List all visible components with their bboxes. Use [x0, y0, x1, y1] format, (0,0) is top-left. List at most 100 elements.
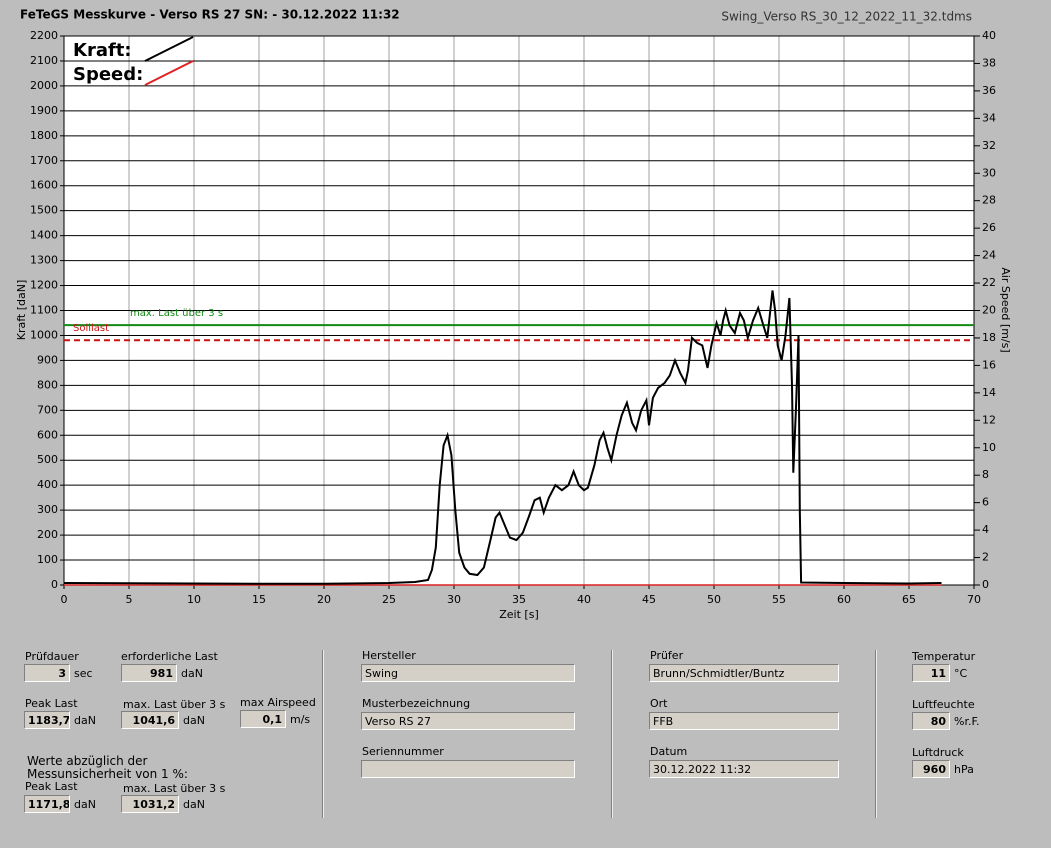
- y-tick-label: 2200: [30, 29, 58, 42]
- field-unit: sec: [74, 667, 93, 680]
- x-tick-label: 60: [837, 593, 851, 606]
- field-value: 3: [24, 664, 70, 682]
- y2-tick-label: 36: [982, 84, 996, 97]
- x-tick-label: 15: [252, 593, 266, 606]
- y-tick-label: 300: [37, 503, 58, 516]
- x-tick-label: 25: [382, 593, 396, 606]
- field-label: max. Last über 3 s: [123, 782, 226, 795]
- field-value: 30.12.2022 11:32: [649, 760, 839, 778]
- y-tick-label: 1600: [30, 179, 58, 192]
- field-value: 1171,8: [24, 795, 70, 813]
- x-tick-label: 45: [642, 593, 656, 606]
- field-label: Prüfer: [650, 649, 684, 662]
- y-tick-label: 400: [37, 478, 58, 491]
- field-label: Luftdruck: [912, 746, 964, 759]
- file-name: Swing_Verso RS_30_12_2022_11_32.tdms: [721, 10, 972, 24]
- field-value: 1183,7: [24, 711, 70, 729]
- y-tick-label: 1800: [30, 129, 58, 142]
- y2-tick-label: 10: [982, 441, 996, 454]
- y2-tick-label: 30: [982, 166, 996, 179]
- field-label: Musterbezeichnung: [362, 697, 471, 710]
- field-unit: daN: [74, 798, 96, 811]
- field-value: 1041,6: [121, 711, 179, 729]
- field-value: FFB: [649, 712, 839, 730]
- y2-tick-label: 2: [982, 551, 989, 564]
- field-label: Datum: [650, 745, 688, 758]
- y-tick-label: 800: [37, 378, 58, 391]
- chart: FeTeGS Messkurve - Verso RS 27 SN: - 30.…: [15, 8, 1012, 622]
- field-value: [361, 760, 575, 778]
- reference-label: max. Last über 3 s: [130, 308, 223, 319]
- field-value: Brunn/Schmidtler/Buntz: [649, 664, 839, 682]
- y-tick-label: 600: [37, 428, 58, 441]
- y2-tick-label: 12: [982, 413, 996, 426]
- y-tick-label: 2000: [30, 79, 58, 92]
- note: Messunsicherheit von 1 %:: [27, 767, 188, 781]
- field-label: max. Last über 3 s: [123, 698, 226, 711]
- field-label: erforderliche Last: [121, 650, 218, 663]
- x-tick-label: 50: [707, 593, 721, 606]
- x-tick-label: 20: [317, 593, 331, 606]
- y-tick-label: 1200: [30, 279, 58, 292]
- y-tick-label: 100: [37, 553, 58, 566]
- y2-tick-label: 16: [982, 358, 996, 371]
- legend-label: Speed:: [73, 64, 143, 85]
- data-line: [63, 290, 942, 585]
- field-value: 960: [912, 760, 950, 778]
- field-label: Prüfdauer: [25, 650, 79, 663]
- field-unit: daN: [183, 798, 205, 811]
- y-tick-label: 1300: [30, 254, 58, 267]
- y2-tick-label: 40: [982, 29, 996, 42]
- field-value: Swing: [361, 664, 575, 682]
- field-label: Luftfeuchte: [912, 698, 975, 711]
- y2-tick-label: 14: [982, 386, 996, 399]
- separator: [611, 650, 613, 818]
- field-value: Verso RS 27: [361, 712, 575, 730]
- field-label: Peak Last: [25, 697, 78, 710]
- x-axis-title: Zeit [s]: [499, 608, 538, 621]
- y2-tick-label: 28: [982, 194, 996, 207]
- y-tick-label: 1700: [30, 154, 58, 167]
- field-value: 981: [121, 664, 177, 682]
- y-tick-label: 0: [51, 578, 58, 591]
- y2-tick-label: 22: [982, 276, 996, 289]
- y2-tick-label: 18: [982, 331, 996, 344]
- note: Werte abzüglich der: [27, 754, 148, 768]
- field-value: 0,1: [240, 710, 286, 728]
- x-tick-label: 0: [61, 593, 68, 606]
- field-label: Peak Last: [25, 780, 78, 793]
- field-unit: m/s: [290, 713, 311, 726]
- y-tick-label: 900: [37, 353, 58, 366]
- field-label: Hersteller: [362, 649, 416, 662]
- x-tick-label: 70: [967, 593, 981, 606]
- y2-tick-label: 20: [982, 304, 996, 317]
- x-tick-label: 65: [902, 593, 916, 606]
- y2-tick-label: 32: [982, 139, 996, 152]
- y-tick-label: 700: [37, 403, 58, 416]
- field-unit: daN: [74, 714, 96, 727]
- y2-tick-label: 6: [982, 496, 989, 509]
- x-tick-label: 30: [447, 593, 461, 606]
- field-value: 1031,2: [121, 795, 179, 813]
- y-tick-label: 200: [37, 528, 58, 541]
- y2-tick-label: 38: [982, 56, 996, 69]
- y-tick-label: 1000: [30, 328, 58, 341]
- field-label: max Airspeed: [240, 696, 316, 709]
- field-label: Temperatur: [912, 650, 976, 663]
- legend-label: Kraft:: [73, 40, 132, 61]
- y2-axis-title: Air Speed [m/s]: [999, 267, 1012, 352]
- field-unit: %r.F.: [954, 715, 980, 728]
- separator: [875, 650, 877, 818]
- x-tick-label: 5: [126, 593, 133, 606]
- field-unit: hPa: [954, 763, 974, 776]
- legend-swatch: [144, 60, 194, 86]
- y2-tick-label: 8: [982, 468, 989, 481]
- y-tick-label: 1400: [30, 229, 58, 242]
- y-tick-label: 1500: [30, 204, 58, 217]
- x-tick-label: 35: [512, 593, 526, 606]
- page-title: FeTeGS Messkurve - Verso RS 27 SN: - 30.…: [20, 8, 400, 22]
- legend-swatch: [144, 36, 194, 62]
- y-axis-title: Kraft [daN]: [15, 280, 28, 341]
- y-tick-label: 500: [37, 453, 58, 466]
